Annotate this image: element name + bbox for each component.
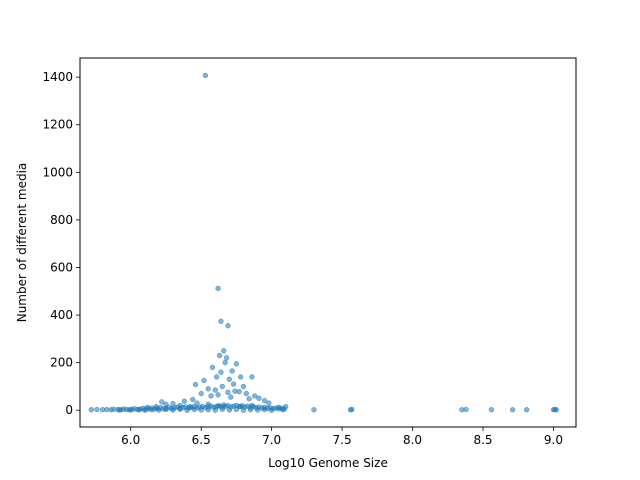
data-point-141 [136, 407, 142, 413]
data-point-25 [225, 389, 231, 396]
data-point-1 [215, 285, 221, 292]
data-point-53 [94, 406, 100, 413]
x-tick-label: 6.5 [192, 433, 211, 447]
data-point-142 [311, 407, 317, 413]
x-tick-label: 8.5 [473, 433, 492, 447]
data-point-22 [212, 387, 218, 393]
data-point-3 [225, 323, 231, 329]
data-point-20 [240, 383, 247, 390]
y-tick-label: 200 [50, 356, 73, 370]
data-point-52 [88, 407, 94, 413]
data-point-131 [205, 407, 211, 413]
x-axis-ticks: 6.0 6.5 7.0 7.5 8.0 8.5 9.0 [121, 427, 563, 447]
data-point-2 [218, 318, 224, 324]
x-tick-label: 7.0 [262, 433, 281, 447]
data-point-148 [509, 407, 516, 413]
data-point-15 [201, 377, 207, 384]
data-point-119 [156, 407, 162, 413]
data-point-132 [219, 406, 225, 412]
data-point-37 [159, 399, 165, 405]
data-point-10 [229, 368, 235, 374]
data-point-12 [237, 374, 244, 380]
data-point-11 [218, 369, 224, 375]
data-point-123 [212, 407, 218, 413]
data-point-121 [184, 407, 190, 413]
data-point-134 [247, 407, 254, 413]
data-point-35 [261, 398, 268, 404]
data-point-4 [216, 352, 223, 359]
data-point-139 [280, 407, 286, 413]
data-point-9 [209, 364, 216, 371]
data-point-30 [208, 393, 214, 399]
x-tick-label: 7.5 [333, 433, 352, 447]
data-point-33 [246, 396, 252, 402]
data-point-7 [222, 360, 228, 366]
data-point-129 [128, 407, 134, 413]
data-point-16 [226, 376, 233, 382]
data-point-0 [202, 72, 209, 79]
x-axis-label: Log10 Genome Size [268, 456, 388, 470]
data-point-126 [254, 407, 261, 413]
data-point-128 [142, 407, 148, 413]
x-tick-label: 9.0 [544, 433, 563, 447]
data-point-149 [524, 407, 530, 413]
data-point-21 [205, 386, 211, 392]
data-point-6 [223, 355, 230, 361]
data-point-36 [181, 398, 187, 404]
data-point-8 [233, 361, 240, 367]
data-point-5 [221, 348, 227, 354]
y-tick-label: 1200 [42, 118, 73, 132]
x-tick-label: 6.0 [121, 433, 140, 447]
data-point-13 [249, 374, 255, 380]
data-point-34 [190, 396, 196, 403]
data-point-147 [488, 407, 495, 413]
data-point-127 [268, 407, 275, 413]
data-point-14 [214, 374, 220, 380]
data-point-125 [240, 407, 247, 413]
data-point-146 [463, 406, 469, 413]
y-tick-label: 600 [50, 260, 73, 274]
data-point-136 [177, 406, 183, 412]
data-point-135 [261, 406, 268, 413]
data-point-19 [219, 383, 225, 390]
data-point-133 [233, 406, 240, 413]
y-axis-label: Number of different media [15, 163, 29, 323]
y-tick-label: 1400 [42, 70, 73, 84]
data-point-17 [192, 381, 199, 388]
data-point-32 [228, 394, 234, 400]
data-point-130 [191, 406, 197, 413]
data-point-39 [266, 400, 272, 406]
data-point-124 [226, 407, 233, 413]
data-point-31 [256, 395, 262, 401]
data-point-138 [149, 407, 155, 413]
data-point-27 [198, 390, 204, 397]
data-point-120 [170, 407, 176, 413]
data-point-29 [252, 393, 258, 399]
data-point-152 [553, 407, 559, 413]
data-point-18 [230, 381, 237, 387]
plot-frame [79, 57, 577, 428]
y-tick-label: 1000 [42, 165, 73, 179]
data-point-140 [116, 407, 123, 413]
data-point-28 [215, 392, 221, 398]
data-point-144 [349, 406, 355, 413]
data-point-26 [243, 390, 249, 397]
y-tick-label: 800 [50, 213, 73, 227]
data-point-122 [198, 407, 204, 413]
data-point-24 [236, 389, 242, 395]
y-axis-ticks: 0 200 400 600 800 1000 1200 1400 [42, 70, 80, 417]
data-point-137 [163, 406, 169, 413]
data-points [88, 72, 559, 413]
y-tick-label: 400 [50, 308, 73, 322]
x-tick-label: 8.0 [403, 433, 422, 447]
y-tick-label: 0 [65, 403, 73, 417]
